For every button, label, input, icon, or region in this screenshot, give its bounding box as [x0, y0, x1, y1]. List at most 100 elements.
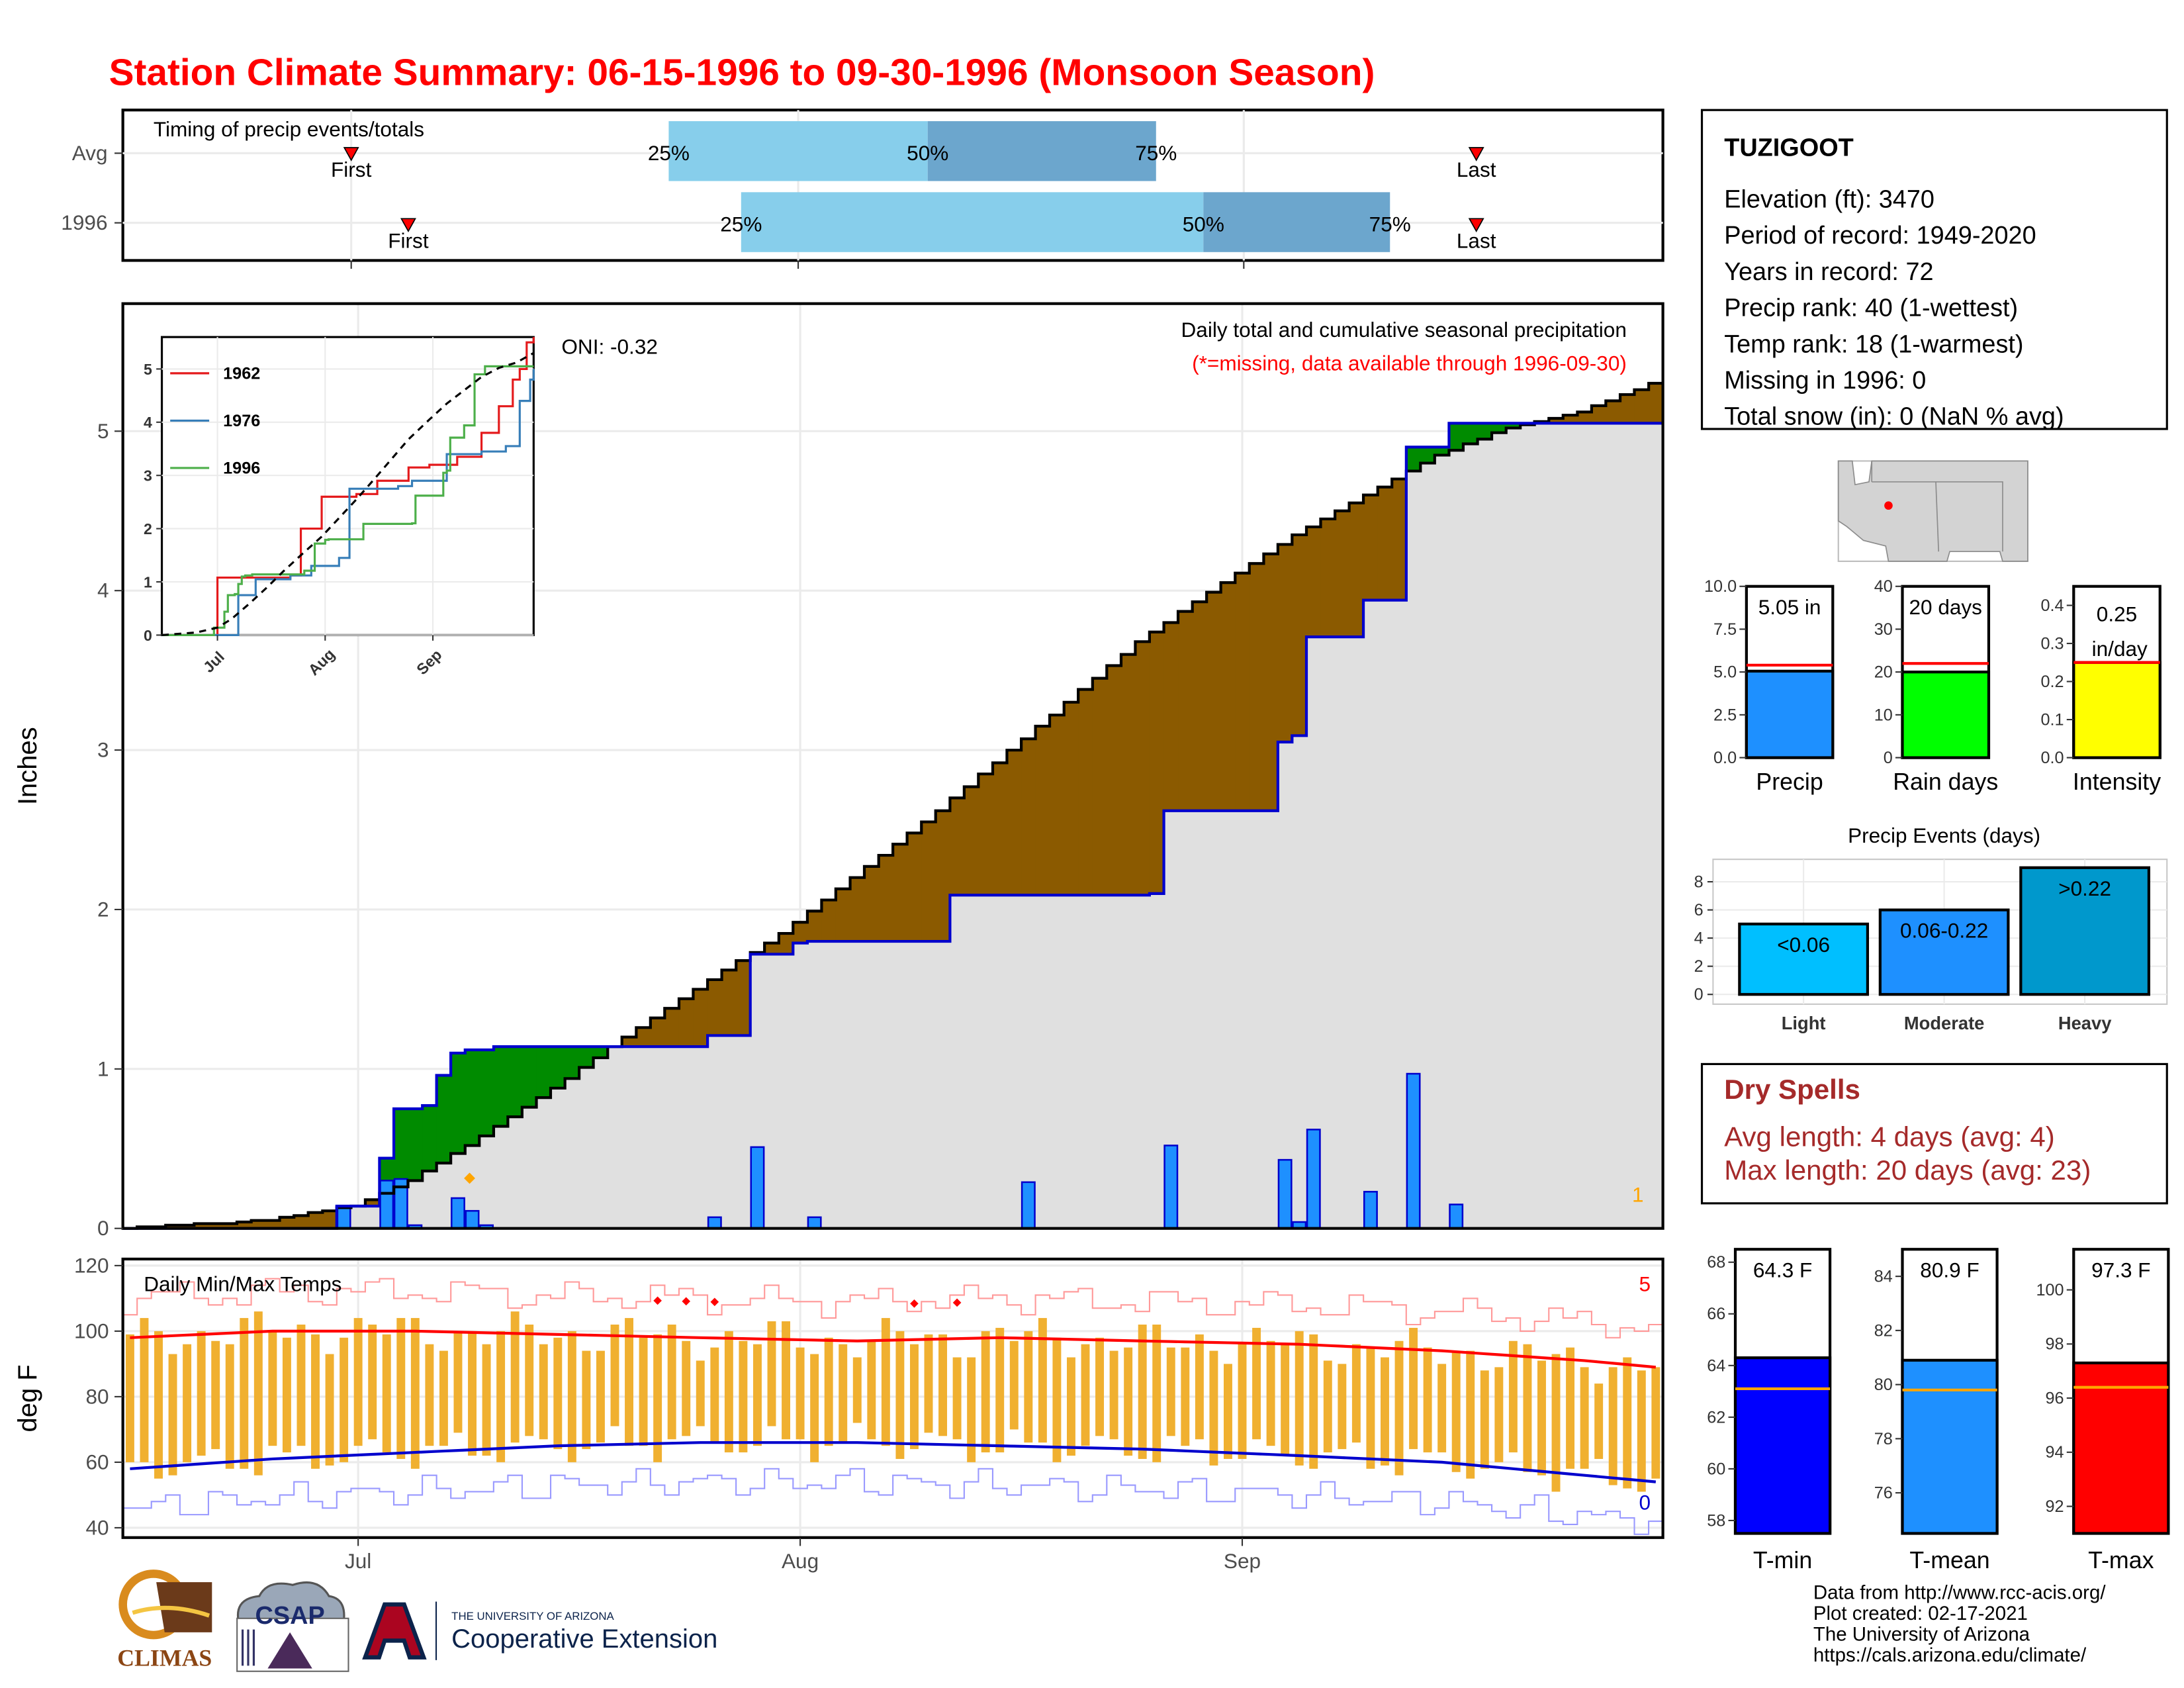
tbar-tick-label: 82: [1874, 1321, 1893, 1340]
station-missing: Missing in 1996: 0: [1724, 367, 1926, 395]
daily-temp-bar: [353, 1318, 363, 1446]
footer-line-2: Plot created: 02-17-2021: [1813, 1603, 2028, 1624]
precip-diff-fill: [1007, 750, 1023, 896]
temp-ytick-label: 100: [74, 1319, 109, 1342]
daily-temp-bar: [1195, 1334, 1204, 1440]
temp-count-hi: 5: [1639, 1272, 1651, 1295]
precip-diff-fill: [1320, 518, 1336, 637]
precip-panel: 0 1 2 3 4 5 Inches Daily total and cumulative…: [13, 302, 1664, 1240]
summary-tick-label: 7.5: [1713, 620, 1737, 639]
precip-ytick-label: 2: [97, 897, 109, 921]
tbar-tick-label: 96: [2045, 1389, 2064, 1407]
tbar-label: T-min: [1753, 1547, 1812, 1573]
precip-diff-fill: [1206, 592, 1222, 811]
daily-temp-bar: [125, 1334, 134, 1462]
precip-diff-fill: [1434, 447, 1450, 455]
daily-temp-bar: [1637, 1370, 1646, 1492]
daily-temp-bar: [1309, 1334, 1318, 1469]
record-high-line: [122, 1278, 1663, 1338]
inset-legend-label: 1976: [223, 412, 260, 430]
daily-temp-bar: [867, 1340, 876, 1440]
precip-diff-fill: [593, 1047, 609, 1058]
summary-tick-label: 30: [1874, 620, 1893, 639]
daily-precip-bar: [336, 1205, 351, 1229]
precip-diff-fill: [907, 833, 923, 942]
precip-diff-fill: [265, 1220, 281, 1229]
daily-temp-bar: [967, 1357, 976, 1462]
daily-temp-bar: [525, 1324, 534, 1436]
precip-diff-fill: [850, 877, 866, 942]
tbar-tick-label: 58: [1707, 1511, 1725, 1530]
temp-ytick-label: 80: [86, 1384, 109, 1408]
precip-diff-fill: [693, 989, 709, 1047]
dry-spells-avg: Avg length: 4 days (avg: 4): [1724, 1121, 2055, 1152]
summary-bar-Intensity: [2072, 661, 2161, 759]
summary-bar-Precip: [1745, 669, 1835, 759]
precip-diff-fill: [1292, 534, 1308, 736]
summary-value-precip: 5.05 in: [1758, 595, 1821, 619]
daily-temp-bar: [1537, 1360, 1546, 1476]
daily-temp-bar: [824, 1337, 833, 1446]
daily-temp-bar: [1109, 1350, 1118, 1440]
tbar-label: T-mean: [1909, 1547, 1989, 1573]
daily-temp-bar: [938, 1334, 948, 1436]
footer-line-4: https://cals.arizona.edu/climate/: [1813, 1644, 2087, 1666]
temp-ytick-label: 120: [74, 1253, 109, 1277]
events-tick-label: 4: [1694, 929, 1704, 948]
precip-diff-fill: [508, 1047, 523, 1117]
daily-temp-bar: [1009, 1340, 1019, 1430]
ua-logo: THE UNIVERSITY OF ARIZONA Cooperative Ex…: [362, 1601, 717, 1660]
daily-temp-bar: [881, 1318, 890, 1446]
yr-first-label: First: [388, 229, 429, 253]
summary-tick-label: 0.4: [2040, 596, 2064, 615]
tbar-tick-label: 60: [1707, 1460, 1725, 1478]
daily-temp-bar: [140, 1318, 149, 1462]
precip-diff-fill: [1306, 526, 1322, 637]
x-tick-label: Aug: [782, 1549, 819, 1573]
tbar-tick-label: 80: [1874, 1376, 1893, 1394]
tbar-tick-label: 84: [1874, 1268, 1893, 1286]
tbar-label: T-max: [2088, 1547, 2154, 1573]
precip-diff-fill: [1506, 423, 1522, 428]
inset-ytick-label: 0: [144, 627, 152, 644]
daily-temp-bar: [168, 1354, 177, 1476]
daily-temp-bar: [682, 1340, 691, 1436]
avg-first-marker-icon: [343, 147, 359, 162]
precip-diff-fill: [1563, 415, 1578, 424]
events-tick-label: 0: [1694, 986, 1704, 1004]
ua-big-text: Cooperative Extension: [451, 1624, 717, 1654]
events-tick-label: 6: [1694, 901, 1704, 919]
temp-ytick-label: 60: [86, 1450, 109, 1474]
station-snow: Total snow (in): 0 (NaN % avg): [1724, 403, 2064, 431]
inset-ytick-label: 5: [144, 361, 152, 378]
daily-temp-bar: [1566, 1347, 1575, 1469]
daily-temp-bar: [1466, 1350, 1475, 1479]
daily-temp-bar: [1181, 1347, 1190, 1446]
daily-temp-bar: [240, 1318, 249, 1469]
temp-ylabel: deg F: [13, 1364, 42, 1432]
precip-diff-fill: [194, 1223, 210, 1229]
inset-legend-label: 1962: [223, 364, 260, 383]
inset-ytick-label: 1: [144, 573, 152, 590]
precip-diff-fill: [1092, 678, 1108, 896]
precip-diff-fill: [1634, 389, 1650, 424]
events-bar-Moderate: [1878, 908, 2010, 996]
summary-tick-label: 10: [1874, 706, 1893, 724]
yr-q25-q50-bar: [741, 192, 1204, 252]
precip-diff-fill: [237, 1222, 252, 1229]
daily-temp-bar: [382, 1334, 391, 1453]
tmax-avg-line: [130, 1329, 1657, 1369]
daily-temp-bar: [810, 1354, 819, 1462]
precip-diff-fill: [208, 1223, 224, 1229]
daily-temp-bar: [852, 1357, 862, 1423]
precip-diff-fill: [893, 844, 908, 942]
daily-temp-bar: [1323, 1360, 1332, 1453]
precip-diff-fill: [165, 1225, 181, 1229]
precip-diff-fill: [565, 1047, 580, 1079]
yr-q50-label: 50%: [1183, 212, 1224, 236]
climas-logo: CLIMAS: [117, 1570, 212, 1671]
precip-ytick-label: 4: [97, 579, 109, 602]
daily-temp-bar: [895, 1331, 905, 1459]
station-temp-rank: Temp rank: 18 (1-warmest): [1724, 330, 2023, 358]
